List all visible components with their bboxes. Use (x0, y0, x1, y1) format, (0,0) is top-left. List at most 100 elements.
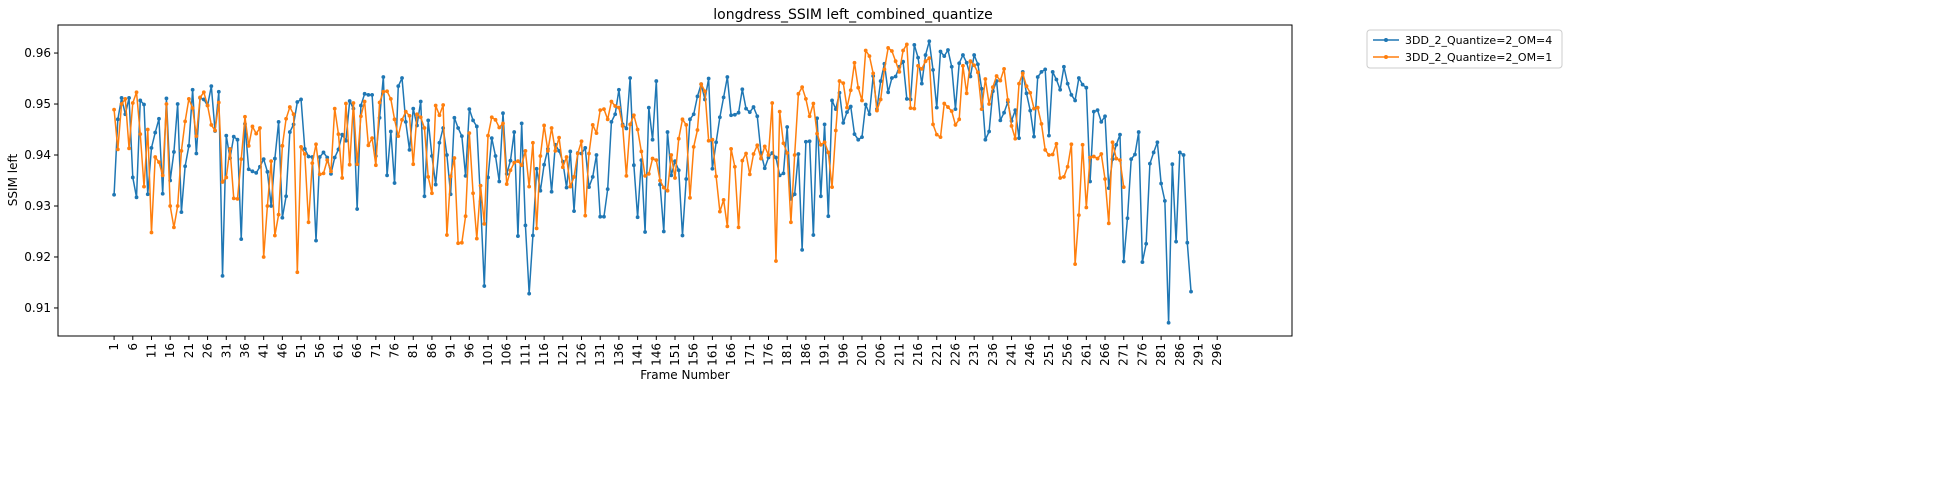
data-point (216, 100, 221, 105)
data-point (1095, 108, 1100, 113)
data-point (736, 110, 741, 115)
y-tick-label: 0.94 (24, 148, 51, 162)
data-point (1013, 136, 1018, 141)
x-axis-label: Frame Number (640, 368, 729, 382)
data-point (340, 132, 345, 137)
data-point (568, 184, 573, 189)
data-point (362, 91, 367, 96)
y-tick-label: 0.96 (24, 46, 51, 60)
data-point (1076, 76, 1081, 80)
data-point (201, 97, 206, 102)
data-point (112, 107, 116, 112)
data-point (1062, 64, 1066, 69)
data-point (1088, 155, 1092, 160)
data-point (358, 103, 363, 108)
data-point (538, 154, 543, 158)
data-point (822, 140, 827, 145)
data-point (803, 97, 808, 101)
x-tick-label: 81 (406, 343, 420, 358)
data-point (605, 117, 610, 122)
data-point (1073, 262, 1078, 267)
data-point (512, 130, 517, 134)
data-point (568, 149, 573, 154)
data-point (183, 164, 188, 169)
data-point (340, 176, 345, 180)
data-point (774, 155, 778, 160)
data-point (426, 118, 431, 123)
data-point (228, 146, 232, 151)
legend-label: 3DD_2_Quantize=2_OM=4 (1405, 34, 1552, 47)
data-point (875, 108, 879, 113)
data-point (123, 97, 128, 101)
data-point (1103, 177, 1107, 181)
x-tick-label: 136 (612, 343, 626, 366)
data-point (145, 127, 150, 132)
data-point (531, 233, 535, 238)
data-point (953, 123, 958, 127)
data-point (246, 167, 251, 172)
data-point (130, 175, 135, 180)
data-point (617, 105, 621, 110)
data-point (975, 70, 980, 75)
data-point (889, 49, 894, 53)
data-point (411, 106, 416, 111)
series-2 (112, 42, 1126, 275)
data-point (467, 131, 472, 135)
data-point (684, 123, 689, 127)
data-point (407, 113, 412, 118)
data-point (553, 149, 558, 153)
data-point (471, 191, 475, 196)
data-point (153, 155, 158, 159)
data-point (617, 87, 621, 92)
data-point (912, 106, 917, 111)
data-point (979, 86, 984, 91)
x-tick-label: 176 (761, 343, 775, 366)
data-point (422, 126, 427, 130)
data-point (594, 131, 599, 135)
data-point (504, 182, 509, 186)
data-point (209, 84, 214, 89)
legend: 3DD_2_Quantize=2_OM=4 3DD_2_Quantize=2_OM… (1366, 29, 1563, 69)
series-line (113, 43, 1125, 274)
data-point (400, 76, 404, 80)
data-point (961, 63, 965, 68)
data-point (1129, 157, 1134, 161)
data-point (1099, 119, 1104, 124)
data-point (886, 90, 891, 95)
data-point (501, 121, 505, 126)
data-point (542, 123, 547, 128)
data-point (650, 137, 655, 142)
data-point (598, 214, 603, 219)
data-point (433, 103, 438, 108)
data-point (1114, 142, 1119, 147)
data-point (807, 139, 812, 144)
data-point (347, 162, 352, 167)
data-point (594, 153, 599, 157)
data-point (975, 62, 980, 67)
data-point (706, 138, 711, 143)
data-point (205, 103, 210, 108)
data-point (830, 98, 834, 103)
data-point (549, 126, 554, 130)
data-point (418, 115, 423, 120)
data-point (848, 88, 853, 93)
data-point (224, 133, 229, 138)
data-point (1047, 153, 1051, 157)
x-tick-label: 226 (948, 343, 962, 366)
data-point (482, 284, 487, 288)
data-point (579, 139, 584, 144)
x-tick-label: 6 (126, 343, 140, 351)
data-point (934, 105, 939, 110)
data-point (904, 42, 909, 47)
data-point (362, 99, 367, 104)
data-point (661, 185, 666, 190)
data-point (1039, 122, 1044, 126)
data-point (127, 96, 131, 100)
data-point (1110, 140, 1115, 145)
data-point (815, 116, 819, 121)
data-point (781, 141, 786, 146)
data-point (392, 117, 397, 122)
data-point (1035, 105, 1040, 110)
data-point (1017, 136, 1021, 141)
data-point (893, 74, 898, 79)
